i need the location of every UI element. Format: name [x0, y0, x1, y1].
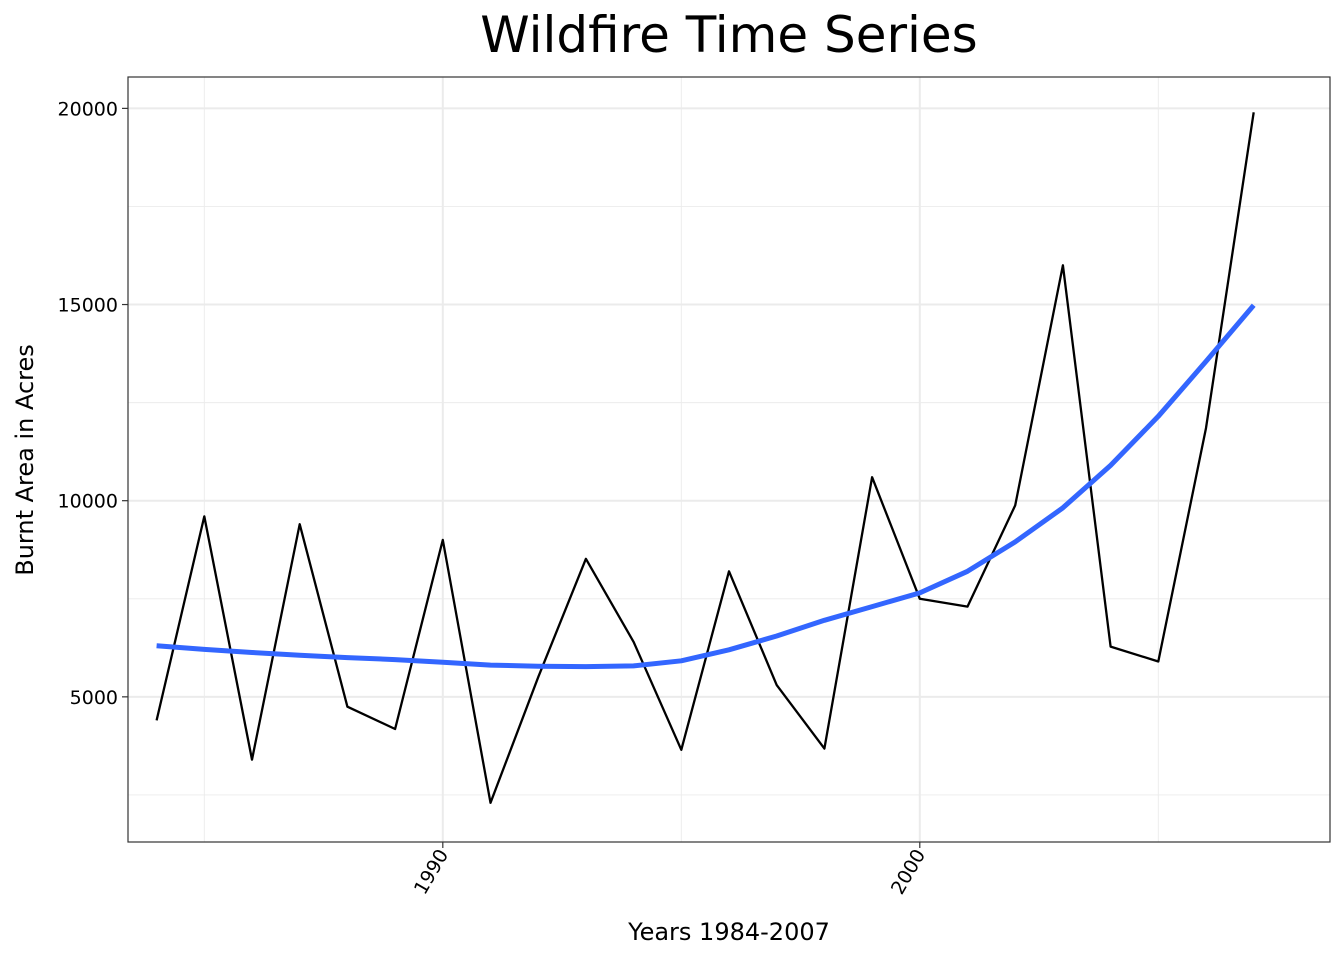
y-axis: 5000 10000 15000 20000: [58, 98, 128, 709]
y-tick-label: 15000: [58, 295, 118, 317]
y-tick-label: 5000: [70, 687, 118, 709]
y-tick-label: 20000: [58, 98, 118, 120]
panel-border: [127, 76, 1331, 843]
series-line-trend: [156, 303, 1256, 670]
major-grid: [128, 77, 1330, 842]
y-tick-label: 10000: [58, 491, 118, 513]
y-axis-title: Burnt Area in Acres: [11, 344, 39, 576]
minor-grid: [128, 77, 1330, 842]
series-layer: [155, 112, 1256, 804]
x-axis-title: Years 1984-2007: [627, 918, 830, 946]
series-line-burnt-area: [155, 112, 1255, 804]
chart-title: Wildfire Time Series: [480, 6, 978, 64]
